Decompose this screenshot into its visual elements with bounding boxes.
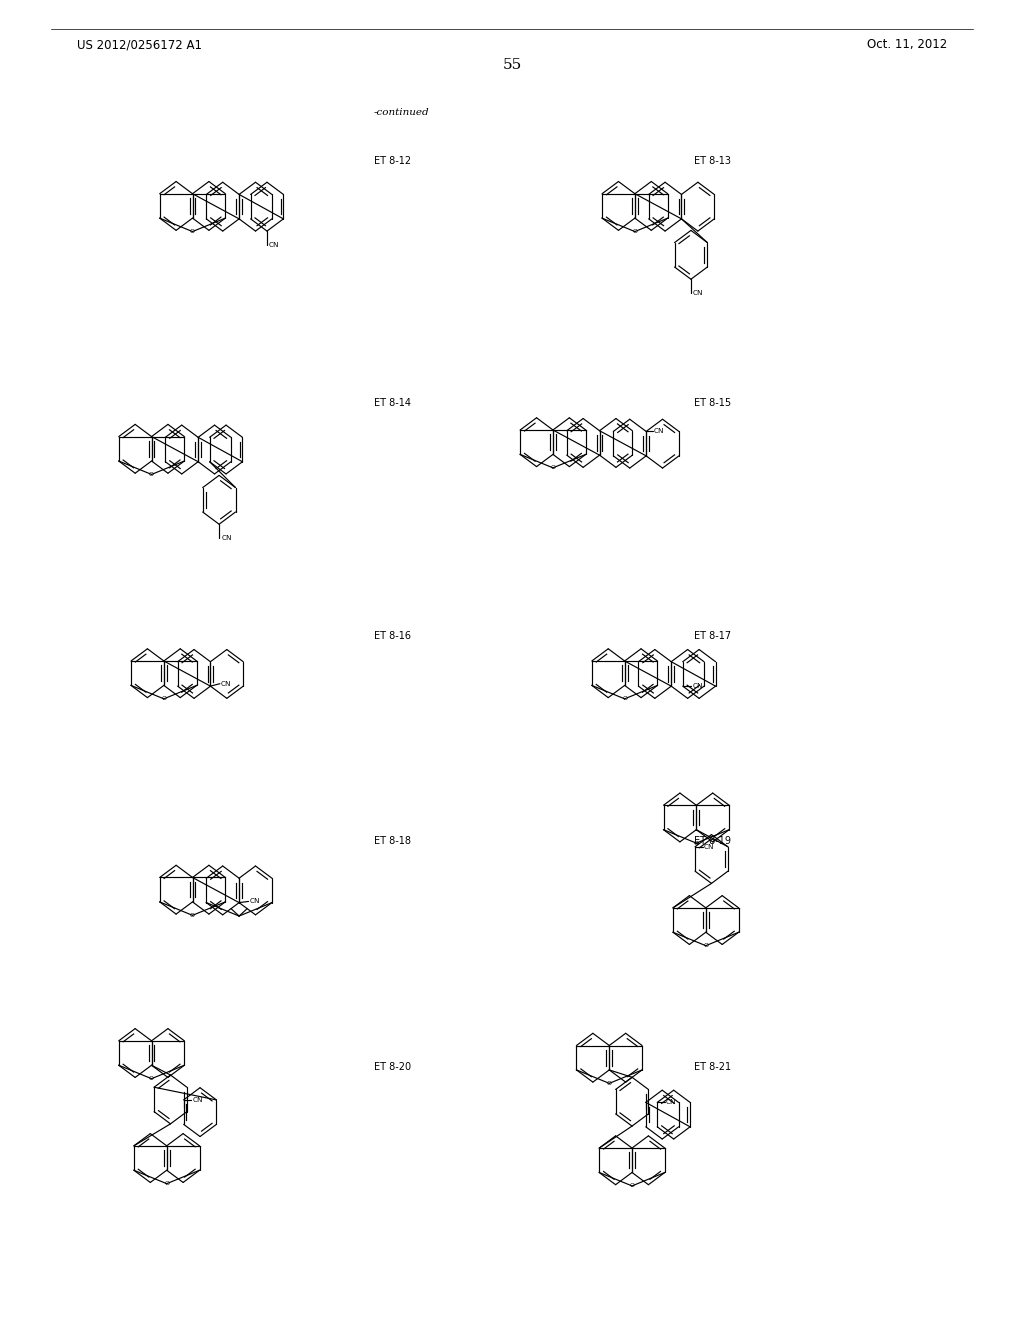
Text: CN: CN [693, 289, 703, 296]
Text: ET 8-14: ET 8-14 [374, 397, 411, 408]
Text: ET 8-12: ET 8-12 [374, 156, 411, 166]
Text: US 2012/0256172 A1: US 2012/0256172 A1 [77, 38, 202, 51]
Text: ET 8-17: ET 8-17 [694, 631, 731, 642]
Text: CN: CN [221, 535, 231, 541]
Text: O: O [623, 697, 627, 701]
Text: ET 8-19: ET 8-19 [694, 836, 731, 846]
Text: O: O [694, 841, 698, 846]
Text: O: O [633, 230, 637, 234]
Text: O: O [164, 1181, 169, 1187]
Text: O: O [162, 697, 166, 701]
Text: ET 8-20: ET 8-20 [374, 1061, 411, 1072]
Text: O: O [630, 1184, 635, 1188]
Text: 55: 55 [503, 58, 521, 71]
Text: CN: CN [692, 684, 702, 689]
Text: CN: CN [250, 899, 260, 904]
Text: CN: CN [666, 1100, 677, 1105]
Text: O: O [150, 1076, 154, 1081]
Text: O: O [607, 1081, 611, 1086]
Text: ET 8-13: ET 8-13 [694, 156, 731, 166]
Text: O: O [703, 944, 709, 948]
Text: O: O [551, 466, 555, 470]
Text: O: O [150, 473, 154, 477]
Text: CN: CN [703, 843, 714, 850]
Text: O: O [190, 913, 195, 917]
Text: ET 8-16: ET 8-16 [374, 631, 411, 642]
Text: CN: CN [193, 1097, 203, 1104]
Text: CN: CN [269, 242, 280, 248]
Text: O: O [190, 230, 195, 234]
Text: -continued: -continued [374, 108, 429, 116]
Text: ET 8-18: ET 8-18 [374, 836, 411, 846]
Text: ET 8-21: ET 8-21 [694, 1061, 731, 1072]
Text: ET 8-15: ET 8-15 [694, 397, 731, 408]
Text: CN: CN [653, 429, 665, 434]
Text: Oct. 11, 2012: Oct. 11, 2012 [867, 38, 947, 51]
Text: CN: CN [221, 681, 231, 686]
